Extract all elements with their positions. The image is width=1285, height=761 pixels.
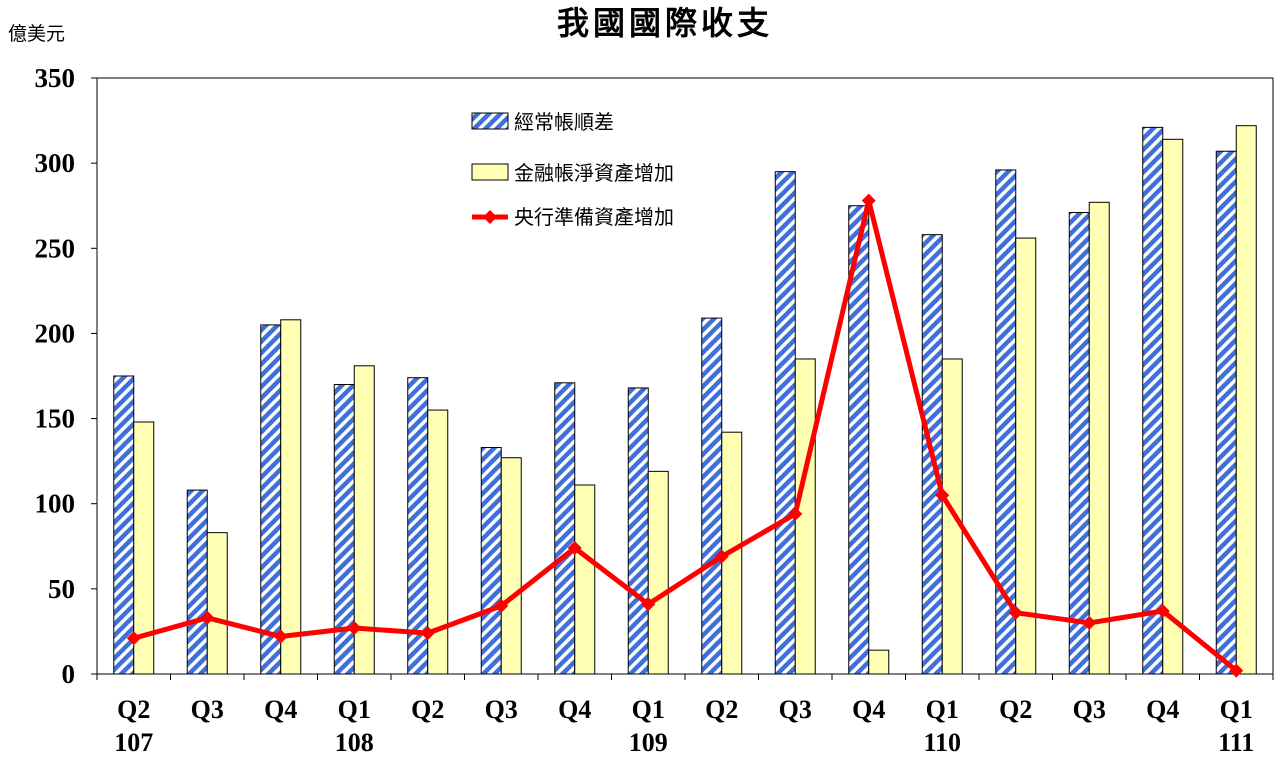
- bar-financial-account: [868, 649, 890, 675]
- legend-swatch-current-account: [471, 112, 509, 130]
- x-tick-label: Q4: [1146, 695, 1179, 724]
- x-tick-label: Q2: [117, 695, 150, 724]
- reserve-assets-marker: [494, 598, 509, 613]
- y-tick-label: 350: [35, 63, 76, 93]
- x-year-label: 107: [114, 728, 153, 757]
- y-tick-label: 250: [35, 233, 76, 263]
- bar-current-account: [848, 205, 870, 675]
- x-tick-label: Q3: [191, 695, 224, 724]
- reserve-assets-marker: [1082, 615, 1097, 630]
- legend-label-current-account: 經常帳順差: [514, 110, 614, 134]
- x-tick-label: Q1: [926, 695, 959, 724]
- x-tick-label: Q1: [338, 695, 371, 724]
- x-tick-label: Q2: [411, 695, 444, 724]
- bar-current-account: [113, 375, 135, 675]
- reserve-assets-marker: [935, 488, 950, 503]
- bar-current-account: [701, 317, 723, 675]
- reserve-assets-marker: [641, 597, 656, 612]
- x-tick-label: Q3: [1073, 695, 1106, 724]
- bar-current-account: [1215, 150, 1237, 675]
- reserve-assets-marker: [1155, 603, 1170, 618]
- x-tick-label: Q2: [999, 695, 1032, 724]
- y-tick-label: 200: [35, 318, 76, 348]
- y-axis-unit-label: 億美元: [8, 23, 65, 45]
- bar-current-account: [1068, 212, 1090, 675]
- y-tick-label: 150: [35, 404, 76, 434]
- x-tick-label: Q3: [485, 695, 518, 724]
- bar-current-account: [480, 447, 502, 675]
- legend-label-financial-account: 金融帳淨資產增加: [514, 161, 674, 185]
- bar-current-account: [1142, 126, 1164, 675]
- reserve-assets-marker: [1008, 605, 1023, 620]
- bar-current-account: [260, 324, 282, 675]
- bar-financial-account: [647, 470, 669, 675]
- reserve-assets-marker: [273, 629, 288, 644]
- x-tick-label: Q4: [558, 695, 591, 724]
- y-tick-label: 300: [35, 148, 76, 178]
- bar-current-account: [186, 489, 208, 675]
- reserve-assets-marker: [347, 621, 362, 636]
- reserve-assets-marker: [861, 193, 876, 208]
- reserve-assets-line: [133, 198, 1238, 673]
- bar-financial-account: [280, 319, 302, 675]
- x-year-label: 111: [1218, 728, 1254, 757]
- x-tick-label: Q4: [852, 695, 885, 724]
- bar-financial-account: [500, 457, 522, 675]
- reserve-assets-marker: [200, 610, 215, 625]
- x-tick-label: Q1: [632, 695, 665, 724]
- bar-financial-account: [1235, 125, 1257, 675]
- x-tick-label: Q4: [264, 695, 297, 724]
- y-tick-label: 50: [48, 574, 75, 604]
- x-year-label: 109: [629, 728, 668, 757]
- legend-label-reserve-assets: 央行準備資產增加: [514, 205, 674, 229]
- y-tick-label: 100: [35, 489, 76, 519]
- bar-current-account: [774, 171, 796, 675]
- legend-marker-reserve-assets: [483, 210, 497, 224]
- x-tick-label: Q1: [1220, 695, 1253, 724]
- bar-financial-account: [427, 409, 449, 675]
- reserve-assets-marker: [126, 631, 141, 646]
- bar-financial-account: [1088, 201, 1110, 675]
- x-tick-label: Q3: [779, 695, 812, 724]
- reserve-assets-marker: [567, 540, 582, 555]
- bar-financial-account: [353, 365, 375, 675]
- reserve-assets-marker: [714, 549, 729, 564]
- x-year-label: 108: [335, 728, 374, 757]
- reserve-assets-marker: [1229, 663, 1244, 678]
- chart-title: 我國國際收支: [557, 4, 773, 42]
- bar-current-account: [554, 382, 576, 675]
- bar-financial-account: [206, 532, 228, 675]
- x-tick-label: Q2: [705, 695, 738, 724]
- x-year-label: 110: [923, 728, 961, 757]
- legend-swatch-financial-account: [471, 163, 509, 181]
- y-tick-label: 0: [62, 659, 76, 689]
- bar-financial-account: [574, 484, 596, 675]
- bar-financial-account: [1015, 237, 1037, 675]
- bar-financial-account: [133, 421, 155, 675]
- bar-current-account: [627, 387, 649, 675]
- bar-financial-account: [1162, 138, 1184, 675]
- reserve-assets-marker: [788, 506, 803, 521]
- bar-financial-account: [941, 358, 963, 675]
- reserve-assets-marker: [420, 626, 435, 641]
